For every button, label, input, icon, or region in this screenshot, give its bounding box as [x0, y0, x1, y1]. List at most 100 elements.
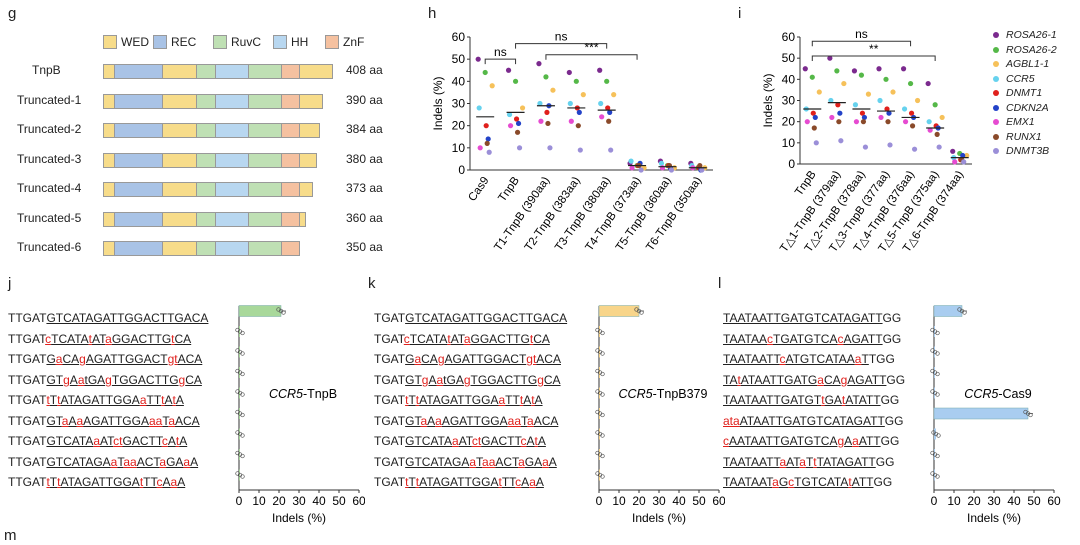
data-point [909, 123, 916, 129]
replicate-point [600, 371, 605, 377]
replicate-point [240, 371, 245, 377]
x-tick-label: 20 [272, 494, 286, 508]
sequence-segment: CA [533, 331, 550, 346]
x-tick-label: 0 [236, 494, 243, 508]
x-axis-label: Indels (%) [632, 511, 686, 525]
sequence-segment: GACTT [122, 434, 162, 448]
sequence-segment: GG [882, 331, 902, 346]
domain-segment [299, 64, 332, 79]
data-point [884, 106, 890, 112]
data-point [568, 118, 574, 124]
sequence-segment: AT [92, 331, 106, 346]
mismatch-base: a [527, 413, 534, 428]
mismatch-base: a [55, 352, 63, 366]
data-point [858, 72, 865, 78]
data-point [813, 140, 819, 146]
data-point [550, 87, 556, 93]
mismatch-base: t [519, 393, 524, 407]
data-point [927, 127, 933, 133]
bar [599, 367, 600, 378]
bar [239, 428, 240, 440]
data-point [486, 149, 492, 155]
panel-letter-g: g [8, 5, 17, 22]
sequence-row: TGATGTCATAaATctGACTTcAtA [374, 434, 546, 448]
domain-segment [103, 153, 115, 168]
sequence-segment: ATATT [845, 393, 881, 407]
domain-segment [161, 212, 196, 227]
domain-legend-swatch [153, 35, 167, 49]
mismatch-base: a [76, 413, 84, 428]
x-tick-label: 30 [292, 494, 306, 508]
data-point [861, 114, 868, 121]
replicate-point [240, 392, 245, 397]
x-tick-label: 10 [252, 494, 266, 508]
sequence-segment: GG [880, 434, 900, 448]
sequence-segment: T [49, 393, 58, 407]
construct-length: 384 aa [346, 122, 383, 136]
domain-segment [281, 212, 300, 227]
domain-legend-item: ZnF [325, 35, 364, 49]
data-point [658, 160, 665, 166]
domain-segment [114, 241, 162, 256]
replicate-point [240, 474, 245, 479]
replicate-point [600, 330, 605, 336]
sequence-segment: TCATA [51, 331, 89, 346]
data-point [810, 110, 816, 116]
sequence-segment: ATT [858, 434, 881, 448]
sequence-segment: TTGAT [8, 393, 47, 407]
mismatch-base: c [788, 475, 795, 489]
replicate-point [240, 330, 245, 336]
data-point [516, 145, 523, 151]
data-point [859, 110, 866, 116]
sequence-row: TAATAATTGATGTtGAtATATTGG [723, 393, 899, 407]
mismatch-base: aa [123, 454, 137, 469]
sequence-segment: GG [875, 454, 895, 469]
domain-segment [195, 64, 216, 79]
data-point [507, 123, 514, 129]
y-tick-label: 60 [452, 30, 466, 44]
sequence-segment: TT [146, 393, 162, 407]
x-tick-label: 30 [652, 494, 666, 508]
sequence-segment: CA [62, 352, 80, 366]
sequence-segment: ACT [136, 454, 160, 469]
bar [934, 367, 935, 378]
data-point [835, 102, 841, 108]
data-point [513, 116, 520, 122]
mismatch-base: g [63, 372, 70, 387]
bar [599, 428, 600, 440]
mismatch-base: t [737, 372, 741, 387]
data-point [605, 105, 611, 111]
sequence-segment: GA [166, 454, 184, 469]
domain-segment [195, 241, 216, 256]
sequence-row: TAATAAcTGATGTCAcAGATTGG [723, 332, 901, 346]
data-point [964, 152, 970, 159]
domain-segment [103, 241, 115, 256]
construct-name: Truncated-2 [17, 122, 82, 136]
data-point [876, 66, 882, 72]
sequence-segment: G [46, 352, 56, 366]
mismatch-base: g [178, 372, 186, 387]
domain-segment [215, 153, 248, 168]
sequence-segment: GT [46, 372, 64, 387]
x-tick-label: 0 [596, 494, 603, 508]
mismatch-base: aa [482, 454, 496, 469]
sequence-segment: TGAT [374, 311, 406, 325]
data-point [545, 120, 551, 127]
sequence-segment: A [427, 413, 436, 428]
data-point [936, 144, 942, 150]
sequence-row: TGATtTtATAGATTGGAaTTtAtA [374, 393, 543, 407]
bar [599, 408, 600, 419]
bar-chart-title-suffix: -Cas9 [998, 387, 1031, 401]
mismatch-base: t [447, 331, 451, 346]
domain-legend-label: RuvC [231, 35, 262, 49]
sequence-segment: A [68, 413, 77, 428]
bar [934, 346, 935, 358]
bar [934, 326, 935, 337]
sequence-segment: ATT [851, 475, 874, 489]
domain-segment [247, 123, 282, 138]
domain-segment [114, 94, 162, 109]
x-tick-label: 60 [352, 494, 365, 508]
data-point [828, 97, 834, 104]
domain-segment [281, 123, 300, 138]
mismatch-base: c [156, 475, 163, 489]
